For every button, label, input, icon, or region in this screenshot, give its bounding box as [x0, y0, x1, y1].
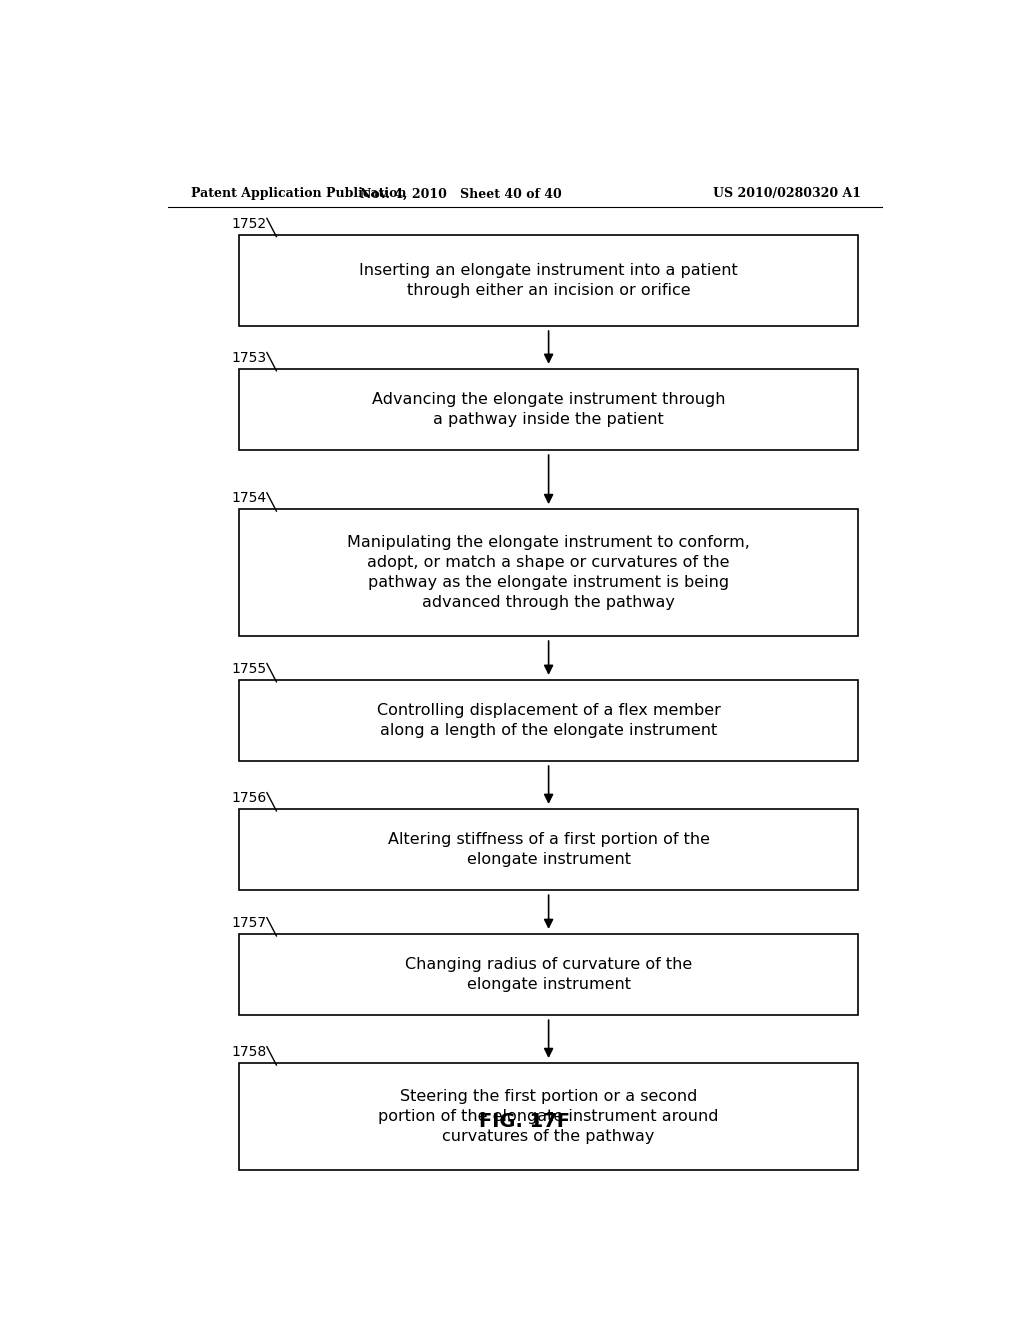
Text: Changing radius of curvature of the
elongate instrument: Changing radius of curvature of the elon… [404, 957, 692, 991]
Text: Patent Application Publication: Patent Application Publication [191, 187, 407, 201]
Text: 1757: 1757 [231, 916, 266, 929]
Text: FIG. 17F: FIG. 17F [479, 1113, 570, 1131]
Bar [240, 809, 858, 890]
Text: Controlling displacement of a flex member
along a length of the elongate instrum: Controlling displacement of a flex membe… [377, 704, 721, 738]
Text: Altering stiffness of a first portion of the
elongate instrument: Altering stiffness of a first portion of… [388, 832, 710, 867]
Text: 1753: 1753 [231, 351, 266, 364]
Text: US 2010/0280320 A1: US 2010/0280320 A1 [713, 187, 861, 201]
Text: Inserting an elongate instrument into a patient
through either an incision or or: Inserting an elongate instrument into a … [359, 263, 738, 298]
Text: 1755: 1755 [231, 661, 266, 676]
Text: 1756: 1756 [231, 791, 266, 805]
Bar [240, 510, 858, 636]
Text: Advancing the elongate instrument through
a pathway inside the patient: Advancing the elongate instrument throug… [372, 392, 725, 426]
Bar [240, 235, 858, 326]
Text: Nov. 4, 2010   Sheet 40 of 40: Nov. 4, 2010 Sheet 40 of 40 [360, 187, 562, 201]
Text: 1754: 1754 [231, 491, 266, 506]
Text: 1752: 1752 [231, 216, 266, 231]
Text: 1758: 1758 [231, 1045, 266, 1059]
Text: Manipulating the elongate instrument to conform,
adopt, or match a shape or curv: Manipulating the elongate instrument to … [347, 536, 750, 610]
Bar [240, 368, 858, 450]
Bar [240, 680, 858, 762]
Text: Steering the first portion or a second
portion of the elongate instrument around: Steering the first portion or a second p… [378, 1089, 719, 1143]
Bar [240, 935, 858, 1015]
Bar [240, 1063, 858, 1170]
